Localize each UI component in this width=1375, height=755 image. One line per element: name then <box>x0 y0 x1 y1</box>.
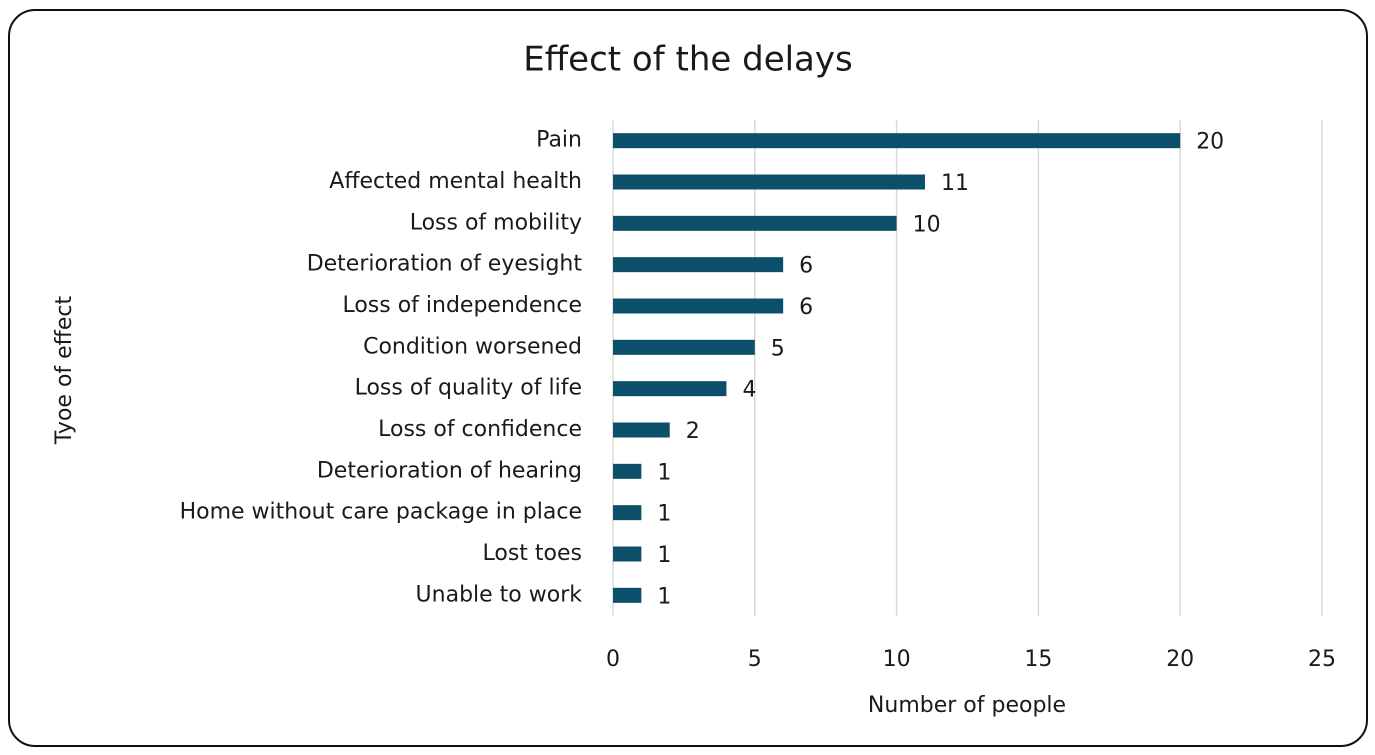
bar <box>613 174 925 190</box>
bar <box>613 298 784 314</box>
x-tick-label: 25 <box>1308 647 1336 672</box>
bar <box>613 422 670 438</box>
y-tick-label: Lost toes <box>483 541 583 566</box>
y-tick-label: Deterioration of hearing <box>317 458 582 483</box>
card-border <box>8 9 1368 747</box>
x-tick-label: 10 <box>883 647 911 672</box>
value-label: 10 <box>913 212 941 237</box>
x-tick-label: 0 <box>606 647 620 672</box>
bar <box>613 587 642 603</box>
bar <box>613 339 755 355</box>
bar <box>613 257 784 273</box>
y-tick-label: Deterioration of eyesight <box>307 252 583 277</box>
value-label: 1 <box>657 460 671 485</box>
y-tick-label: Unable to work <box>416 582 583 607</box>
x-tick-label: 15 <box>1024 647 1052 672</box>
y-tick-label: Loss of independence <box>342 293 582 318</box>
y-tick-label: Loss of mobility <box>410 210 582 235</box>
bar <box>613 133 1181 149</box>
value-label: 1 <box>657 584 671 609</box>
value-label: 4 <box>742 378 756 403</box>
y-tick-label: Affected mental health <box>329 169 582 194</box>
value-label: 6 <box>799 295 813 320</box>
value-label: 6 <box>799 254 813 279</box>
y-tick-label: Home without care package in place <box>180 500 582 525</box>
value-label: 1 <box>657 543 671 568</box>
y-tick-label: Condition worsened <box>363 334 582 359</box>
value-label: 2 <box>686 419 700 444</box>
x-tick-label: 5 <box>748 647 762 672</box>
value-label: 1 <box>657 502 671 527</box>
value-label: 5 <box>771 336 785 361</box>
value-label: 20 <box>1196 130 1224 155</box>
x-axis-title: Number of people <box>868 693 1066 718</box>
y-tick-label: Loss of confidence <box>378 417 582 442</box>
y-tick-label: Pain <box>536 128 582 153</box>
value-label: 11 <box>941 171 969 196</box>
y-tick-label: Loss of quality of life <box>355 376 582 401</box>
y-axis-title: Tyoe of effect <box>52 296 77 446</box>
bar <box>613 215 897 231</box>
bar <box>613 463 642 479</box>
x-tick-label: 20 <box>1166 647 1194 672</box>
bar <box>613 381 727 397</box>
bar <box>613 505 642 521</box>
bar <box>613 546 642 562</box>
chart-title: Effect of the delays <box>523 40 852 80</box>
